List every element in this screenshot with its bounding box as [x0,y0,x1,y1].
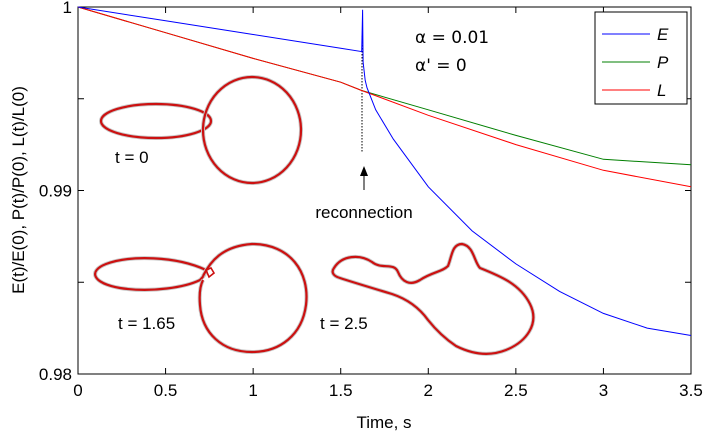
label-t25: t = 2.5 [320,314,368,333]
alpha-annotation: α = 0.01 [415,28,489,48]
x-tick-label: 3 [599,381,608,400]
legend-label-L: L [657,81,666,100]
x-tick-label: 0 [73,381,82,400]
y-axis-label: E(t)/E(0), P(t)/P(0), L(t)/L(0) [9,86,28,294]
legend-box [594,11,688,105]
vortex-ring-t0-illustration [99,75,303,185]
y-tick-label: 0.99 [39,182,72,201]
label-t0: t = 0 [115,148,149,167]
y-tick-label: 1 [63,0,72,17]
x-tick-label: 1.5 [329,381,353,400]
y-tick-label: 0.98 [39,365,72,384]
reconnection-label: reconnection [315,203,412,222]
x-tick-label: 2 [424,381,433,400]
y-axis-ticks: 0.98 0.99 1 [39,0,691,384]
label-t165: t = 1.65 [118,314,175,333]
x-axis-label: Time, s [356,413,411,432]
legend-label-E: E [657,25,669,44]
reconnection-arrow-head [360,166,368,176]
vortex-ring-t25-illustration [330,241,536,356]
x-tick-label: 1 [248,381,257,400]
x-tick-label: 2.5 [504,381,528,400]
legend-label-P: P [657,53,669,72]
legend: E P L [594,11,688,105]
series-line-E [77,6,692,336]
vortex-ring-t165-illustration [93,241,309,355]
x-tick-label: 0.5 [154,381,178,400]
x-tick-label: 3.5 [679,381,703,400]
plot-frame [77,6,692,375]
x-axis-ticks: 0 0.5 1 1.5 2 2.5 3 3.5 [73,7,703,400]
series-line-L [77,6,692,188]
alpha-prime-annotation: α' = 0 [415,56,467,76]
